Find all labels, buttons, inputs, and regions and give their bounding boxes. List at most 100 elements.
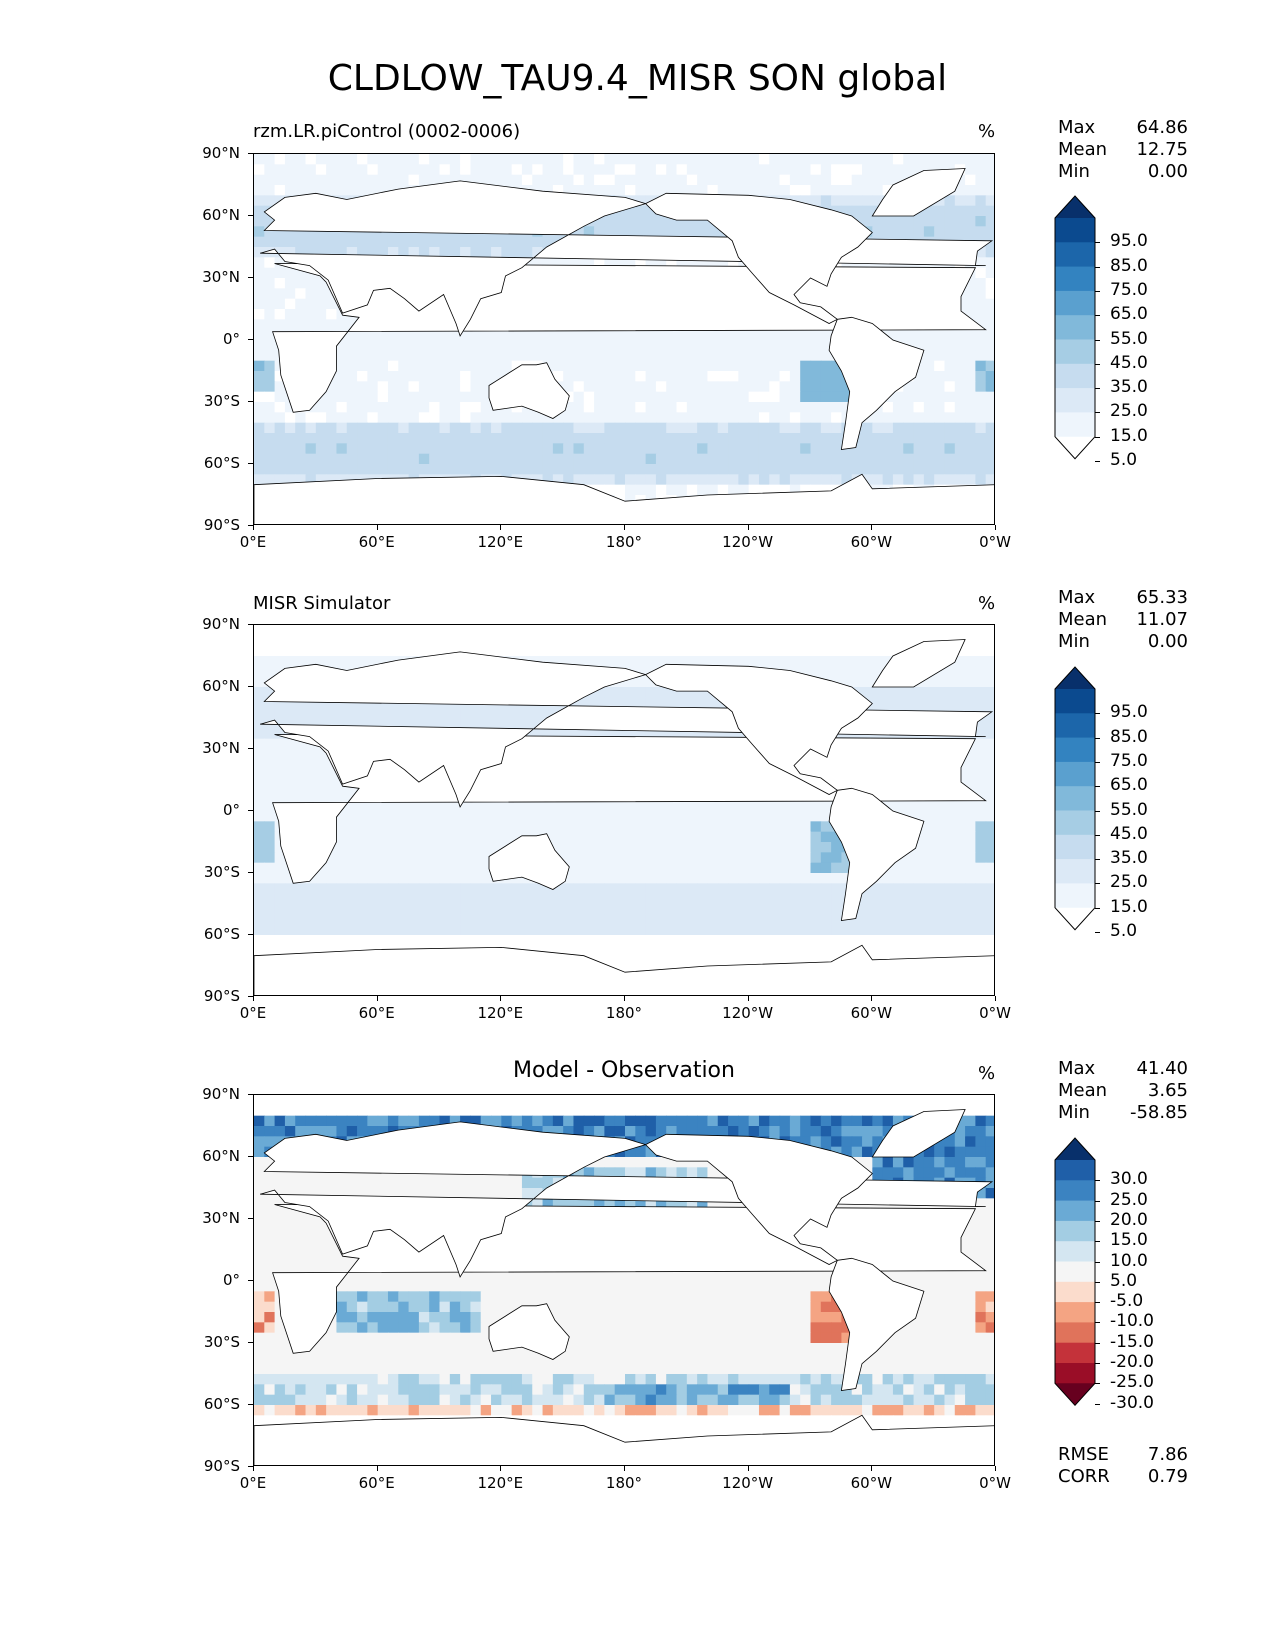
grid-cell	[758, 842, 770, 853]
grid-cell	[604, 645, 616, 657]
grid-cell	[686, 687, 698, 698]
grid-cell	[305, 154, 317, 165]
grid-cell	[965, 205, 976, 217]
grid-cell	[965, 340, 976, 351]
grid-cell	[604, 687, 616, 698]
grid-cell	[305, 319, 317, 331]
grid-cell	[460, 707, 472, 719]
grid-cell	[387, 391, 399, 403]
grid-cell	[717, 154, 729, 165]
grid-cell	[944, 195, 956, 207]
grid-cell	[254, 474, 265, 486]
grid-cell	[831, 666, 843, 678]
grid-cell	[841, 862, 853, 874]
grid-cell	[789, 904, 801, 915]
grid-cell	[635, 329, 647, 341]
grid-cell	[820, 852, 832, 864]
grid-cell	[439, 831, 451, 843]
grid-cell	[820, 453, 832, 465]
grid-cell	[800, 873, 812, 884]
grid-cell	[635, 371, 647, 382]
grid-cell	[655, 656, 667, 667]
grid-cell	[717, 391, 729, 403]
grid-cell	[975, 319, 987, 331]
grid-cell	[583, 360, 595, 372]
grid-cell	[831, 904, 843, 915]
grid-cell	[820, 391, 832, 403]
grid-cell	[892, 625, 904, 636]
colorbar-segment	[1055, 388, 1095, 413]
grid-cell	[862, 205, 873, 217]
grid-cell	[563, 381, 575, 393]
grid-cell	[975, 852, 987, 864]
grid-cell	[738, 645, 750, 657]
grid-cell	[274, 412, 286, 424]
grid-cell	[748, 329, 760, 341]
grid-cell	[882, 656, 894, 667]
grid-cell	[862, 185, 873, 196]
grid-cell	[841, 625, 853, 636]
grid-cell	[511, 350, 523, 362]
grid-cell	[357, 852, 368, 864]
grid-cell	[573, 360, 585, 372]
grid-cell	[686, 800, 698, 812]
grid-cell	[398, 433, 410, 444]
grid-cell	[666, 412, 678, 424]
grid-cell	[563, 883, 575, 895]
grid-cell	[954, 656, 966, 667]
grid-cell	[449, 350, 461, 362]
grid-cell	[789, 350, 801, 362]
grid-cell	[408, 852, 420, 864]
grid-cell	[985, 914, 994, 926]
grid-cell	[408, 831, 420, 843]
grid-cell	[965, 625, 976, 636]
grid-cell	[800, 484, 812, 496]
grid-cell	[862, 893, 873, 905]
grid-cell	[872, 645, 884, 657]
grid-cell	[923, 635, 935, 647]
grid-cell	[903, 164, 915, 176]
grid-cell	[470, 904, 482, 915]
grid-cell	[913, 862, 925, 874]
grid-cell	[697, 924, 709, 936]
grid-cell	[655, 635, 667, 647]
grid-cell	[254, 749, 265, 760]
grid-cell	[934, 914, 946, 926]
grid-cell	[357, 914, 368, 926]
grid-cell	[429, 164, 441, 176]
grid-cell	[326, 883, 338, 895]
grid-cell	[975, 914, 987, 926]
grid-cell	[439, 236, 451, 248]
grid-cell	[532, 174, 544, 186]
grid-cell	[758, 924, 770, 936]
grid-cell	[697, 811, 709, 822]
grid-cell	[820, 402, 832, 413]
grid-cell	[367, 329, 379, 341]
grid-cell	[779, 154, 791, 165]
grid-cell	[336, 443, 348, 455]
grid-cell	[965, 474, 976, 486]
grid-cell	[254, 267, 265, 279]
grid-cell	[326, 381, 338, 393]
grid-cell	[944, 904, 956, 915]
grid-cell	[697, 625, 709, 636]
grid-cell	[625, 433, 636, 444]
grid-cell	[831, 873, 843, 884]
grid-cell	[975, 749, 987, 760]
grid-cell	[346, 402, 358, 413]
grid-cell	[769, 852, 781, 864]
grid-cell	[491, 800, 502, 812]
grid-cell	[264, 474, 276, 486]
grid-cell	[346, 340, 358, 351]
grid-cell	[583, 340, 595, 351]
grid-cell	[387, 718, 399, 729]
grid-cell	[336, 381, 348, 393]
grid-cell	[800, 645, 812, 657]
grid-cell	[460, 831, 472, 843]
grid-cell	[408, 811, 420, 822]
grid-cell	[398, 842, 410, 853]
grid-cell	[326, 474, 338, 486]
grid-cell	[573, 914, 585, 926]
grid-cell	[315, 893, 327, 905]
grid-cell	[274, 790, 286, 802]
